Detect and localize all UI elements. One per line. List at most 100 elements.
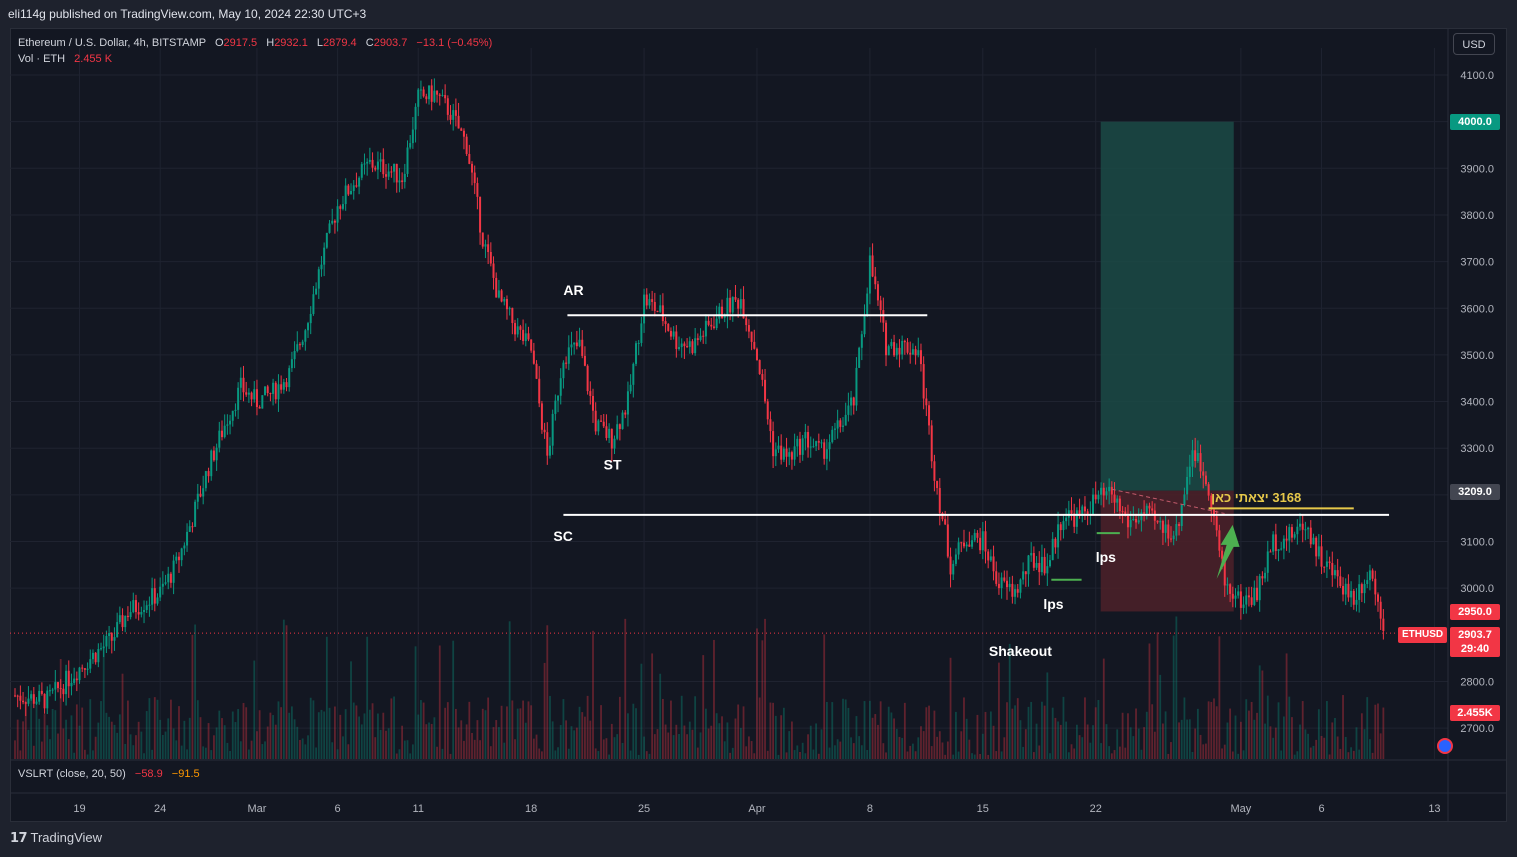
target-zone — [1100, 121, 1234, 491]
candle-body — [468, 153, 471, 164]
volume-bar — [137, 721, 140, 759]
candle-body — [868, 255, 871, 294]
volume-bar — [188, 717, 191, 759]
candle-body — [909, 352, 912, 355]
candle-body — [680, 343, 683, 348]
volume-bar — [454, 708, 457, 759]
volume-bar — [578, 706, 581, 759]
candle-body — [780, 445, 783, 460]
events-flag-icon[interactable] — [1437, 738, 1453, 754]
volume-bar — [793, 750, 796, 759]
indicator-legend[interactable]: VSLRT (close, 20, 50) −58.9 −91.5 — [18, 768, 200, 780]
change-value: −13.1 (−0.45%) — [416, 37, 493, 49]
candle-body — [925, 398, 928, 406]
symbol-title[interactable]: Ethereum / U.S. Dollar, 4h, BITSTAMP — [18, 37, 206, 49]
volume-bar — [895, 728, 898, 759]
volume-bar — [186, 749, 188, 759]
volume-bar — [530, 705, 533, 759]
candle-body — [1282, 538, 1285, 549]
candle-body — [398, 180, 401, 183]
volume-bar — [968, 739, 971, 759]
volume-bar — [156, 699, 159, 759]
volume-bar — [653, 734, 656, 759]
volume-label[interactable]: Vol · ETH — [18, 53, 66, 65]
volume-bar — [1221, 748, 1223, 759]
candle-body — [269, 392, 272, 394]
volume-bar — [761, 640, 764, 759]
volume-bar — [487, 697, 490, 759]
candle-body — [1100, 487, 1103, 495]
volume-bar — [933, 710, 936, 759]
candle-body — [1097, 494, 1100, 500]
volume-bar — [54, 710, 57, 759]
candle-body — [1081, 506, 1084, 516]
price-chart[interactable]: AR ST SC Shakeout lps lps 3168 יצאתי כאן 4100.0… — [10, 28, 1507, 822]
volume-bar — [360, 724, 363, 759]
volume-bar — [113, 724, 116, 759]
footer-brand[interactable]: 𝟭𝟳 TradingView — [10, 830, 102, 846]
candle-body — [887, 346, 890, 356]
volume-bar — [1100, 743, 1102, 759]
entry-price-tag: 3209.0 — [1450, 484, 1500, 500]
time-axis-tick-label: Apr — [748, 803, 765, 815]
volume-bar — [1331, 722, 1334, 759]
candle-body — [532, 350, 535, 364]
volume-bar — [1067, 752, 1070, 759]
volume-bar — [204, 747, 207, 759]
candle-body — [807, 432, 810, 448]
volume-bar — [148, 698, 151, 759]
candle-body — [81, 667, 84, 669]
candle-body — [971, 540, 974, 547]
volume-bar — [433, 717, 436, 759]
volume-bar — [108, 716, 110, 759]
candle-body — [511, 307, 514, 324]
candle-body — [164, 582, 167, 584]
volume-bar — [772, 702, 775, 759]
volume-bar — [812, 749, 815, 759]
volume-bar — [312, 700, 315, 759]
volume-bar — [930, 746, 933, 759]
candle-body — [312, 294, 315, 314]
candle-body — [215, 447, 218, 461]
volume-bar — [527, 701, 530, 759]
candle-body — [1312, 537, 1315, 545]
candle-body — [696, 338, 699, 340]
volume-bar — [320, 709, 323, 759]
candle-body — [960, 542, 963, 544]
candle-body — [1008, 583, 1011, 588]
volume-bar — [457, 727, 460, 759]
candle-body — [1049, 560, 1052, 567]
volume-bar — [1315, 739, 1318, 759]
candle-body — [43, 693, 46, 709]
candle-body — [331, 220, 334, 224]
volume-bar — [608, 754, 611, 759]
volume-bar — [586, 695, 589, 759]
candle-body — [573, 342, 576, 345]
candle-body — [906, 342, 909, 353]
volume-bar — [758, 697, 761, 759]
candle-body — [253, 389, 256, 400]
volume-bar — [81, 707, 84, 759]
candle-body — [1299, 523, 1302, 527]
volume-bar — [83, 749, 86, 759]
volume-bar — [446, 702, 449, 759]
volume-bar — [963, 697, 965, 759]
candle-body — [78, 667, 81, 681]
candle-body — [667, 323, 670, 331]
volume-bar — [799, 751, 801, 759]
candle-body — [1358, 584, 1361, 600]
candle-body — [874, 276, 877, 285]
volume-bar — [16, 719, 19, 759]
candle-body — [1118, 498, 1121, 512]
candle-body — [1374, 578, 1377, 595]
candle-body — [758, 360, 761, 375]
volume-bar — [264, 741, 266, 759]
candle-body — [32, 694, 35, 704]
candle-body — [860, 334, 863, 348]
volume-bar — [438, 645, 441, 759]
candle-body — [1132, 518, 1135, 521]
candle-body — [473, 172, 476, 184]
candle-body — [589, 391, 592, 396]
volume-bar — [1237, 753, 1240, 759]
currency-button[interactable]: USD — [1453, 33, 1495, 55]
